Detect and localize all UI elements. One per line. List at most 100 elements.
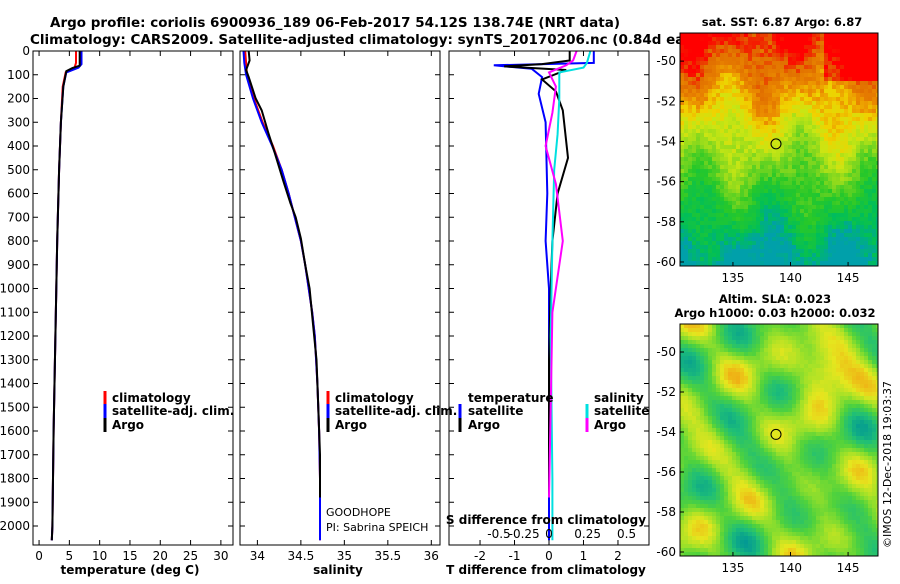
sst-cell (728, 229, 732, 233)
sla-cell (680, 372, 684, 376)
sst-cell (788, 73, 792, 77)
sst-cell (820, 173, 824, 177)
sla-cell (736, 356, 740, 360)
sla-cell (700, 368, 704, 372)
sst-cell (868, 85, 872, 89)
sst-cell (780, 173, 784, 177)
sst-cell (732, 93, 736, 97)
sla-cell (800, 364, 804, 368)
sst-cell (812, 237, 816, 241)
sla-cell (812, 352, 816, 356)
sla-cell (832, 440, 836, 444)
sst-cell (708, 185, 712, 189)
sst-cell (712, 253, 716, 257)
sst-cell (720, 145, 724, 149)
sst-cell (768, 101, 772, 105)
sla-cell (852, 404, 856, 408)
sla-cell (832, 372, 836, 376)
sst-cell (780, 73, 784, 77)
sst-cell (740, 137, 744, 141)
sla-cell (788, 328, 792, 332)
sla-cell (692, 400, 696, 404)
sla-cell (740, 360, 744, 364)
sst-cell (692, 69, 696, 73)
sst-cell (820, 233, 824, 237)
sst-cell (780, 221, 784, 225)
sst-cell (772, 61, 776, 65)
sst-cell (704, 129, 708, 133)
sst-cell (752, 73, 756, 77)
sla-cell (868, 332, 872, 336)
sst-cell (844, 153, 848, 157)
sla-cell (688, 440, 692, 444)
sst-cell (864, 97, 868, 101)
sst-cell (688, 41, 692, 45)
sst-cell (780, 81, 784, 85)
sst-cell (812, 33, 816, 37)
sla-cell (820, 356, 824, 360)
sst-cell (828, 121, 832, 125)
sst-cell (756, 153, 760, 157)
sst-cell (692, 85, 696, 89)
sst-cell (864, 49, 868, 53)
sla-cell (736, 456, 740, 460)
sst-cell (700, 65, 704, 69)
sst-cell (788, 233, 792, 237)
sst-cell (864, 201, 868, 205)
sla-cell (768, 448, 772, 452)
sst-cell (736, 141, 740, 145)
sst-cell (728, 105, 732, 109)
sst-cell (776, 49, 780, 53)
sst-cell (764, 209, 768, 213)
sla-cell (728, 400, 732, 404)
sst-cell (816, 213, 820, 217)
sst-cell (732, 125, 736, 129)
sla-cell (696, 440, 700, 444)
sst-cell (700, 153, 704, 157)
sst-cell (720, 113, 724, 117)
sst-cell (832, 261, 836, 265)
sla-cell (724, 324, 728, 328)
sst-cell (848, 241, 852, 245)
sla-cell (860, 348, 864, 352)
sla-cell (740, 456, 744, 460)
sla-cell (872, 412, 876, 416)
sst-cell (712, 145, 716, 149)
sla-cell (764, 412, 768, 416)
sst-cell (696, 65, 700, 69)
sst-cell (684, 257, 688, 261)
sst-cell (748, 201, 752, 205)
sst-cell (848, 105, 852, 109)
sst-cell (752, 93, 756, 97)
sst-cell (828, 69, 832, 73)
sla-cell (784, 412, 788, 416)
sst-cell (720, 81, 724, 85)
sst-cell (860, 237, 864, 241)
sst-cell (724, 45, 728, 49)
temperature-ytick-label: 1000 (0, 282, 30, 296)
temperature-xtick-label: 0 (35, 549, 43, 563)
sst-cell (808, 229, 812, 233)
sla-cell (744, 368, 748, 372)
sst-cell (848, 181, 852, 185)
sst-cell (852, 177, 856, 181)
sla-cell (780, 444, 784, 448)
sla-cell (848, 356, 852, 360)
sst-cell (788, 97, 792, 101)
sla-cell (812, 428, 816, 432)
sst-cell (780, 201, 784, 205)
sst-cell (752, 229, 756, 233)
sla-cell (808, 372, 812, 376)
sst-cell (748, 105, 752, 109)
sst-cell (756, 225, 760, 229)
sla-cell (692, 436, 696, 440)
sst-cell (860, 157, 864, 161)
sst-cell (720, 181, 724, 185)
sla-cell (772, 420, 776, 424)
sst-cell (836, 201, 840, 205)
sst-cell (708, 85, 712, 89)
sst-cell (868, 77, 872, 81)
sla-cell (732, 376, 736, 380)
sst-cell (816, 173, 820, 177)
sla-cell (756, 420, 760, 424)
